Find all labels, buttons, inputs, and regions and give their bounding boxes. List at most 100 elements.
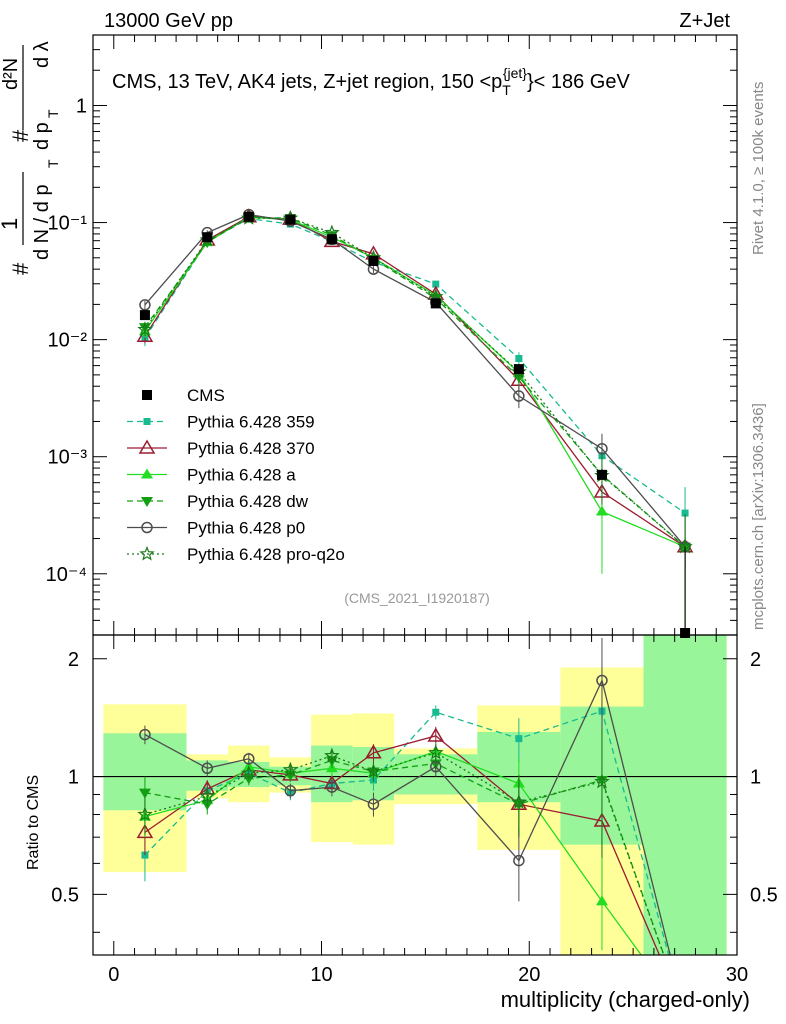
legend-marker (142, 390, 152, 400)
svg-text:CMS, 13 TeV, AK4 jets, Z+jet r: CMS, 13 TeV, AK4 jets, Z+jet region, 150… (112, 65, 630, 98)
ratio-point (365, 744, 382, 759)
header-right: Z+Jet (679, 10, 730, 32)
data-point (285, 214, 296, 225)
ratio-tick-label-right: 2 (750, 649, 761, 671)
legend: CMS Pythia 6.428 359 Pythia 6.428 370 Pythi… (127, 386, 345, 564)
rivet-label: Rivet 4.1.0, ≥ 100k events (750, 82, 767, 255)
data-point (596, 469, 607, 480)
legend-marker (141, 497, 153, 507)
legend-item-pythia-6-428-pro-q2o: Pythia 6.428 pro-q2o (127, 545, 345, 564)
axes-ticks: 0 10 20 30 10⁻⁴ 10⁻³ 10⁻² 10⁻¹ 1 0.5 0.5 1 1 2 2 (46, 34, 778, 986)
ratio-point (241, 765, 257, 780)
legend-item-pythia-6-428-dw: Pythia 6.428 dw (127, 492, 309, 511)
marker (432, 708, 440, 716)
marker (136, 823, 154, 839)
marker (365, 763, 382, 779)
svg-text:T: T (45, 109, 61, 118)
ratio-point (201, 762, 214, 775)
legend-label: Pythia 6.428 359 (187, 413, 315, 432)
legend-label: Pythia 6.428 pro-q2o (187, 545, 345, 564)
marker (138, 439, 156, 454)
svg-text:d²N: d²N (0, 58, 22, 90)
marker (511, 794, 527, 809)
y-tick-label: 10⁻² (48, 330, 88, 352)
svg-text:d λ: d λ (31, 41, 53, 68)
ratio-frame (92, 634, 738, 956)
series-layer (136, 208, 694, 955)
marker (139, 545, 155, 561)
legend-marker (141, 468, 153, 479)
marker (681, 509, 689, 517)
marker (368, 255, 379, 266)
ratio-point (136, 823, 154, 839)
data-point (515, 355, 523, 363)
ratio-point (427, 727, 445, 742)
svg-text:#: # (8, 129, 33, 142)
marker (596, 442, 608, 455)
ratio-tick-label-right: 0.5 (750, 884, 778, 906)
ratio-line (144, 710, 670, 955)
legend-item-pythia-6-428-370: Pythia 6.428 370 (127, 439, 315, 458)
legend-marker (141, 521, 153, 534)
legend-label: Pythia 6.428 370 (187, 439, 315, 458)
series-line (144, 217, 686, 514)
marker (285, 214, 296, 225)
data-point (595, 505, 608, 516)
marker (515, 735, 523, 743)
legend-item-pythia-6-428-359: Pythia 6.428 359 (127, 413, 315, 432)
marker (367, 798, 380, 810)
marker (427, 727, 445, 742)
data-point (139, 299, 151, 311)
marker (430, 298, 441, 309)
mcplots-label: mcplots.cern.ch [arXiv:1306.3436] (750, 403, 767, 630)
ratio-point (199, 788, 215, 803)
legend-marker (139, 545, 155, 561)
marker (243, 753, 255, 765)
series-line (144, 217, 686, 548)
legend-label: Pythia 6.428 p0 (187, 519, 305, 538)
ratio-point (513, 854, 525, 867)
x-tick-label: 20 (518, 964, 540, 986)
ratio-point (137, 806, 153, 822)
svg-text:d p: d p (31, 122, 53, 150)
marker (138, 788, 151, 799)
ratio-tick-label-right: 1 (750, 767, 761, 789)
marker (594, 773, 610, 789)
marker (513, 390, 525, 402)
series-cms (139, 211, 691, 638)
marker (326, 781, 338, 793)
data-point (202, 232, 213, 243)
analysis-watermark: (CMS_2021_I1920187) (344, 590, 490, 606)
marker (143, 418, 151, 425)
legend-marker (143, 418, 151, 425)
marker (596, 674, 608, 687)
data-point (513, 364, 524, 375)
ratio-point (367, 798, 380, 810)
marker (141, 468, 153, 479)
marker (201, 762, 214, 775)
marker (326, 234, 337, 245)
ratio-uncertainty-bands (103, 635, 727, 955)
data-point (368, 255, 379, 266)
marker (596, 469, 607, 480)
ratio-point (326, 781, 338, 793)
marker (142, 390, 152, 400)
marker (141, 497, 153, 507)
marker (241, 765, 257, 780)
ratio-line (144, 678, 671, 955)
ratio-line (144, 735, 661, 955)
legend-label: Pythia 6.428 a (187, 466, 296, 485)
ratio-point (594, 773, 610, 789)
data-point (243, 211, 254, 222)
marker (202, 232, 213, 243)
marker (513, 364, 524, 375)
marker (139, 310, 150, 321)
data-point (137, 321, 153, 337)
ratio-point (515, 735, 523, 743)
ratio-point (365, 763, 382, 779)
ratio-point (595, 895, 608, 906)
svg-text:#: # (8, 262, 33, 275)
legend-marker (138, 439, 156, 454)
marker (324, 747, 340, 763)
data-point (513, 390, 525, 402)
